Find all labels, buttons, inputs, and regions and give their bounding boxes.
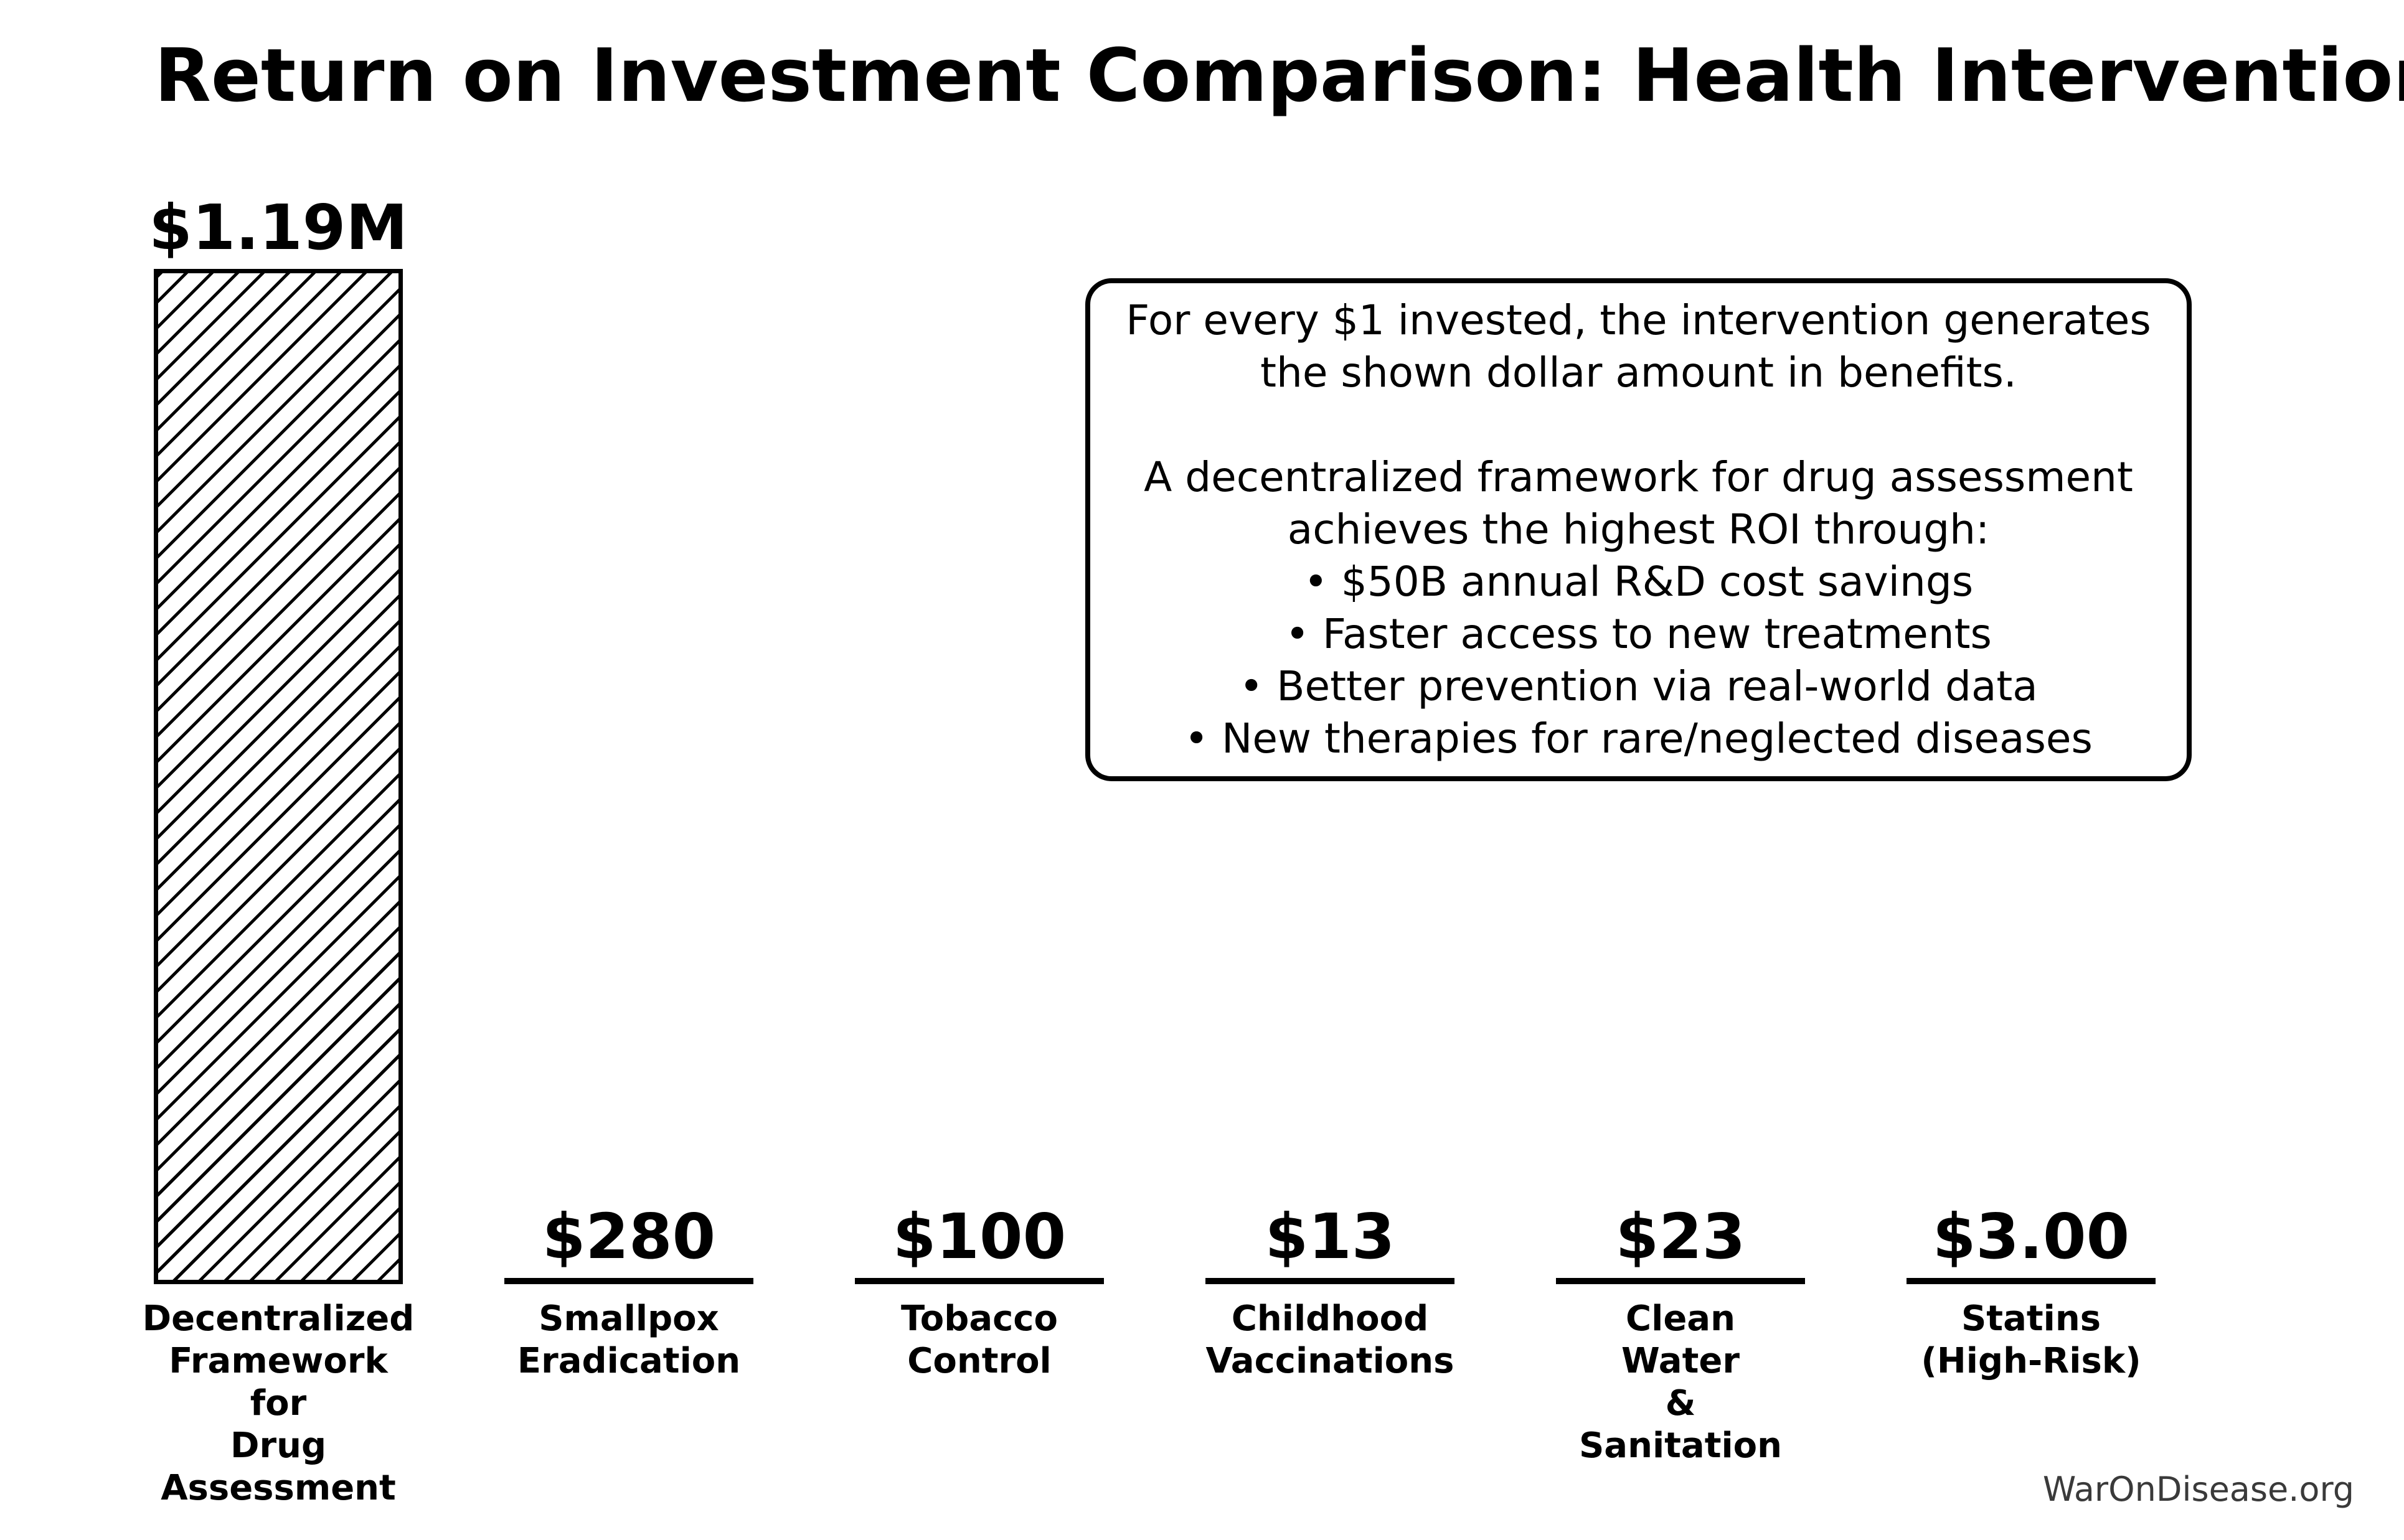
bar-category-label: Statins (High-Risk) <box>1921 1298 2141 1381</box>
bar-group: $23 <box>1506 0 1855 1284</box>
bar-value-label: $280 <box>542 1200 716 1273</box>
bar-category-label: Childhood Vaccinations <box>1205 1298 1454 1381</box>
bar-value-label: $100 <box>892 1200 1067 1273</box>
bar <box>504 1278 753 1284</box>
bar-category-label: Smallpox Eradication <box>517 1298 741 1381</box>
bar <box>855 1278 1104 1284</box>
bar-group: $100 <box>804 0 1154 1284</box>
annotation-text: For every $1 invested, the intervention … <box>1126 296 2151 763</box>
bar <box>1556 1278 1805 1284</box>
bar-group: $280 <box>454 0 804 1284</box>
source-watermark: WarOnDisease.org <box>2042 1470 2354 1509</box>
annotation-box: For every $1 invested, the intervention … <box>1085 278 2192 781</box>
bar-value-label: $1.19M <box>149 191 408 264</box>
bar <box>1205 1278 1454 1284</box>
bar-category-label: Decentralized Framework for Drug Assessm… <box>142 1298 415 1508</box>
bar-value-label: $3.00 <box>1932 1200 2130 1273</box>
bar-value-label: $23 <box>1615 1200 1746 1273</box>
bar-group: $13 <box>1155 0 1505 1284</box>
bar-category-label: Clean Water & Sanitation <box>1578 1298 1783 1466</box>
bar-category-label: Tobacco Control <box>901 1298 1058 1381</box>
bar <box>154 269 403 1284</box>
bar-group: $1.19M <box>103 0 453 1284</box>
chart-title: Return on Investment Comparison: Health … <box>154 32 2404 118</box>
bar-value-label: $13 <box>1265 1200 1395 1273</box>
bar-group: $3.00 <box>1856 0 2206 1284</box>
bar <box>1907 1278 2156 1284</box>
